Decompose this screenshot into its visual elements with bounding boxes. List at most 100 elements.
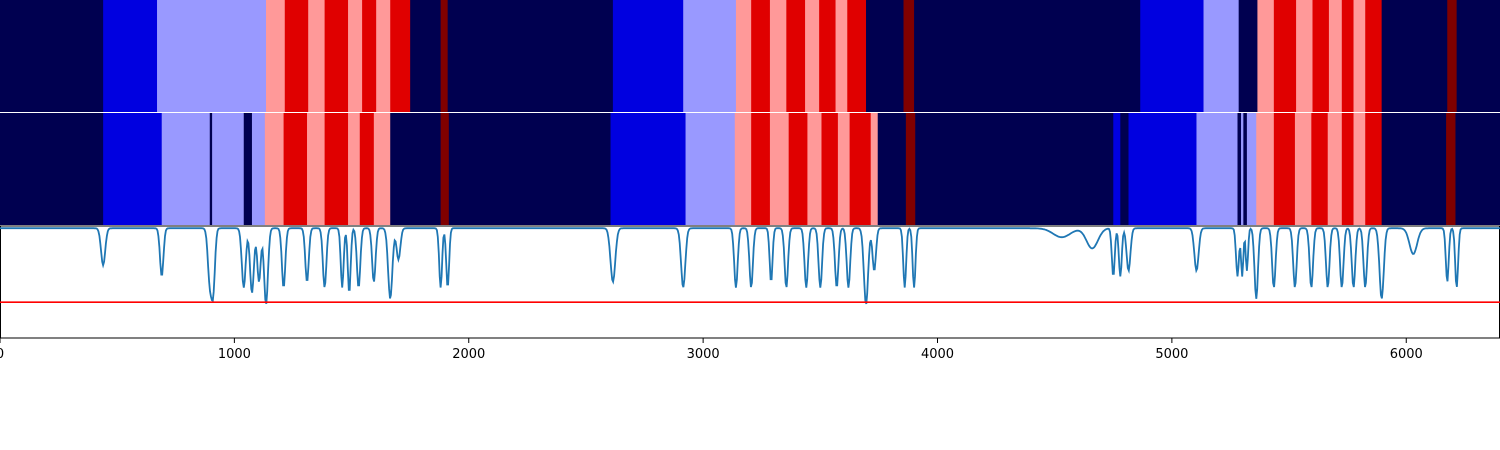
heatmap-segment bbox=[1246, 113, 1257, 225]
heatmap-segment bbox=[1113, 113, 1121, 225]
heatmap-segment bbox=[1353, 113, 1366, 225]
heatmap-segment bbox=[1256, 113, 1275, 225]
signal-panel bbox=[0, 225, 1500, 339]
heatmap-segment bbox=[284, 0, 309, 112]
heatmap-segment bbox=[1381, 113, 1447, 225]
heatmap-segment bbox=[1365, 0, 1383, 112]
heatmap-segment bbox=[1243, 113, 1248, 225]
heatmap-row-1 bbox=[0, 0, 1500, 112]
heatmap-segment bbox=[376, 0, 391, 112]
x-tick-label: 0 bbox=[0, 347, 4, 362]
heatmap-segment bbox=[1381, 0, 1448, 112]
signal-line bbox=[0, 227, 1500, 305]
heatmap-segment bbox=[1237, 113, 1242, 225]
heatmap-segment bbox=[157, 0, 267, 112]
heatmap-segment bbox=[373, 113, 391, 225]
heatmap-segment bbox=[264, 113, 284, 225]
heatmap-segment bbox=[0, 0, 104, 112]
heatmap-segment bbox=[209, 113, 213, 225]
x-tick-label: 4000 bbox=[921, 347, 954, 362]
heatmap-segment bbox=[212, 113, 245, 225]
heatmap-segment bbox=[612, 0, 684, 112]
x-tick-label: 2000 bbox=[452, 347, 485, 362]
heatmap-segment bbox=[390, 0, 411, 112]
heatmap-segment bbox=[914, 0, 1141, 112]
heatmap-segment bbox=[103, 0, 158, 112]
heatmap-segment bbox=[1203, 0, 1240, 112]
heatmap-segment bbox=[448, 113, 611, 225]
heatmap-row-2 bbox=[0, 113, 1500, 225]
heatmap-segment bbox=[410, 0, 442, 112]
heatmap-segment bbox=[362, 0, 377, 112]
heatmap-segment bbox=[1341, 0, 1354, 112]
heatmap-segment bbox=[837, 113, 851, 225]
heatmap-segment bbox=[1196, 113, 1238, 225]
heatmap-segment bbox=[769, 0, 787, 112]
heatmap-segment bbox=[870, 113, 879, 225]
heatmap-segment bbox=[751, 0, 771, 112]
heatmap-segment bbox=[103, 113, 163, 225]
heatmap-segment bbox=[807, 113, 822, 225]
heatmap-segment bbox=[348, 0, 363, 112]
heatmap-segment bbox=[440, 113, 450, 225]
x-axis: 0 1000 2000 3000 4000 5000 6000 bbox=[0, 338, 1423, 362]
heatmap-segment bbox=[847, 0, 867, 112]
heatmap-segment bbox=[1120, 113, 1129, 225]
heatmap-segment bbox=[735, 0, 752, 112]
heatmap-segment bbox=[307, 113, 326, 225]
x-tick-label: 5000 bbox=[1155, 347, 1188, 362]
heatmap-segment bbox=[1353, 0, 1366, 112]
heatmap-segment bbox=[685, 113, 736, 225]
heatmap-segment bbox=[1446, 113, 1456, 225]
heatmap-segment bbox=[308, 0, 326, 112]
heatmap-segment bbox=[447, 0, 614, 112]
heatmap-segment bbox=[1312, 0, 1330, 112]
x-tick-label: 6000 bbox=[1390, 347, 1423, 362]
heatmap-segment bbox=[751, 113, 771, 225]
heatmap-segment bbox=[903, 0, 915, 112]
heatmap-segment bbox=[610, 113, 686, 225]
heatmap-segment bbox=[849, 113, 872, 225]
heatmap-segment bbox=[1447, 0, 1458, 112]
heatmap-segment bbox=[1241, 113, 1244, 225]
heatmap-segment bbox=[1140, 0, 1204, 112]
heatmap-segment bbox=[786, 0, 806, 112]
heatmap-segment bbox=[1273, 0, 1297, 112]
heatmap-segment bbox=[835, 0, 848, 112]
x-tick-label: 3000 bbox=[687, 347, 720, 362]
heatmap-segment bbox=[324, 113, 349, 225]
heatmap-segment bbox=[0, 113, 104, 225]
heatmap-segment bbox=[877, 113, 907, 225]
heatmap-segment bbox=[1327, 113, 1343, 225]
heatmap-segment bbox=[440, 0, 449, 112]
heatmap-segment bbox=[1455, 113, 1500, 225]
heatmap-segment bbox=[905, 113, 916, 225]
heatmap-segment bbox=[915, 113, 1114, 225]
heatmap-segment bbox=[821, 113, 839, 225]
heatmap-segment bbox=[243, 113, 253, 225]
heatmap-segment bbox=[1328, 0, 1343, 112]
x-tick-label: 1000 bbox=[218, 347, 251, 362]
heatmap-segment bbox=[348, 113, 361, 225]
heatmap-segment bbox=[805, 0, 820, 112]
heatmap-segment bbox=[1257, 0, 1275, 112]
heatmap-segment bbox=[866, 0, 904, 112]
heatmap-segment bbox=[359, 113, 375, 225]
heatmap-segment bbox=[161, 113, 211, 225]
heatmap-segment bbox=[1296, 0, 1313, 112]
heatmap-segment bbox=[734, 113, 752, 225]
heatmap-segment bbox=[1294, 113, 1312, 225]
heatmap-segment bbox=[788, 113, 808, 225]
heatmap-segment bbox=[283, 113, 308, 225]
heatmap-segment bbox=[1341, 113, 1354, 225]
heatmap-segment bbox=[266, 0, 286, 112]
heatmap-segment bbox=[1273, 113, 1296, 225]
heatmap-segment bbox=[1238, 0, 1258, 112]
heatmap-segment bbox=[683, 0, 737, 112]
heatmap-segment bbox=[390, 113, 442, 225]
heatmap-segment bbox=[1365, 113, 1383, 225]
heatmap-segment bbox=[1311, 113, 1329, 225]
heatmap-segment bbox=[769, 113, 790, 225]
heatmap-segment bbox=[324, 0, 349, 112]
